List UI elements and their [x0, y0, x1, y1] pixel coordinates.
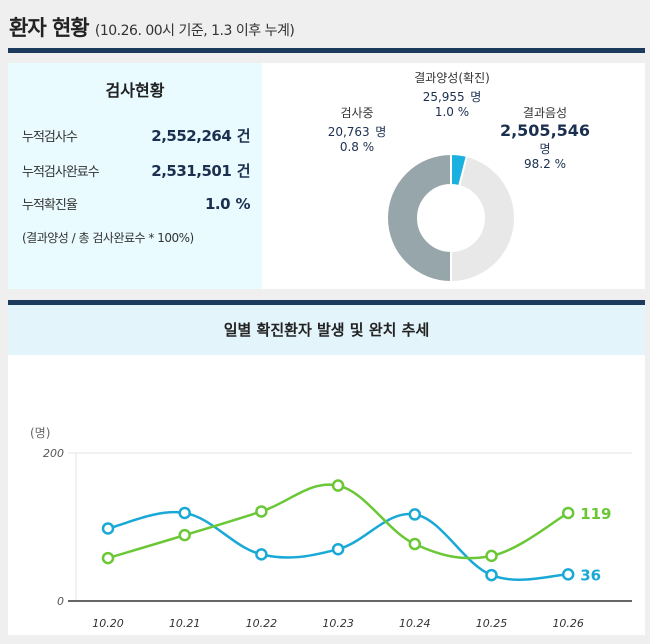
segment-pct: 0.8 %: [339, 140, 375, 154]
segment-count: 20,763: [327, 125, 370, 139]
data-point[interactable]: [331, 479, 345, 492]
segment-count: 25,955: [422, 90, 465, 104]
donut-slice-testing: [386, 152, 452, 284]
segment-name: 결과음성: [522, 106, 568, 120]
test-status-title: 검사현황: [105, 81, 165, 100]
stat-label: 누적검사완료수: [22, 165, 100, 180]
stat-unit: 건: [236, 127, 251, 145]
segment-name: 검사중: [340, 106, 374, 120]
data-point[interactable]: [101, 522, 115, 535]
x-tick-label: 10.25: [476, 617, 508, 630]
chart-title: 일별 확진환자 발생 및 완치 추세: [8, 305, 645, 355]
data-point[interactable]: [178, 528, 191, 542]
stat-value: 2,531,501: [151, 162, 232, 180]
testing-label: 검사중 20,763 명 0.8 %: [312, 104, 402, 154]
negative-label: 결과음성 2,505,546 명 98.2 %: [490, 104, 600, 171]
title-text: 환자 현황: [9, 16, 90, 40]
divider: [8, 48, 645, 53]
stat-unit: %: [235, 195, 250, 213]
stat-row: 누적검사수 2,552,264 건: [22, 125, 251, 146]
stat-value: 2,552,264: [151, 127, 232, 145]
data-point[interactable]: [485, 549, 498, 563]
segment-pct: 1.0 %: [434, 105, 470, 119]
data-point[interactable]: [255, 548, 268, 561]
page-title: 환자 현황 (10.26. 00시 기준, 1.3 이후 누계): [9, 12, 295, 42]
stat-label: 누적검사수: [22, 130, 78, 145]
title-subtitle: (10.26. 00시 기준, 1.3 이후 누계): [94, 23, 295, 39]
donut-slice-negative: [450, 154, 516, 284]
data-point[interactable]: [408, 537, 422, 551]
data-point[interactable]: [485, 568, 498, 582]
end-value-label: 36: [580, 566, 601, 584]
segment-unit: 명: [539, 142, 551, 156]
donut-chart: [386, 152, 516, 284]
data-point[interactable]: [178, 506, 191, 520]
segment-name: 결과양성(확진): [414, 71, 490, 85]
segment-unit: 명: [375, 125, 387, 139]
x-tick-label: 10.21: [169, 617, 201, 630]
data-point[interactable]: [101, 551, 115, 565]
divider: [8, 300, 645, 305]
stat-row: 누적확진율 1.0 %: [22, 194, 250, 214]
x-tick-label: 10.24: [399, 617, 431, 630]
segment-count: 2,505,546: [499, 121, 591, 140]
data-point[interactable]: [561, 568, 575, 581]
data-point[interactable]: [408, 508, 422, 521]
data-point[interactable]: [561, 506, 575, 520]
data-point[interactable]: [331, 542, 345, 556]
test-status-panel: 검사현황 누적검사수 2,552,264 건 누적검사완료수 2,531,501 건…: [8, 63, 262, 289]
x-tick-label: 10.22: [246, 617, 278, 630]
positive-label: 결과양성(확진) 25,955 명 1.0 %: [402, 69, 502, 119]
trend-section: 일별 확진환자 발생 및 완치 추세 (명) 0 200 10.20 10.21 10.2…: [8, 305, 645, 635]
donut-panel: 결과양성(확진) 25,955 명 1.0 % 검사중 20,763 명 0.8…: [262, 63, 645, 289]
y-tick-label: 0: [57, 595, 64, 608]
x-tick-label: 10.26: [552, 617, 584, 630]
end-value-label: 119: [580, 505, 611, 523]
line-chart: (명) 0 200 10.20 10.21 10.22 10.23 10.24 10.25 10.…: [30, 426, 632, 630]
stat-unit: 건: [236, 162, 251, 180]
segment-unit: 명: [470, 90, 482, 104]
rate-note: (결과양성 / 총 검사완료수 * 100%): [22, 231, 194, 245]
stat-label: 누적확진율: [22, 198, 78, 213]
segment-pct: 98.2 %: [524, 157, 566, 171]
stat-value: 1.0: [204, 195, 231, 213]
y-tick-label: 200: [43, 447, 64, 460]
x-tick-label: 10.23: [322, 617, 354, 630]
y-axis-label: (명): [30, 426, 50, 440]
x-tick-label: 10.20: [92, 617, 124, 630]
stat-row: 누적검사완료수 2,531,501 건: [22, 160, 251, 181]
data-point[interactable]: [255, 505, 268, 518]
